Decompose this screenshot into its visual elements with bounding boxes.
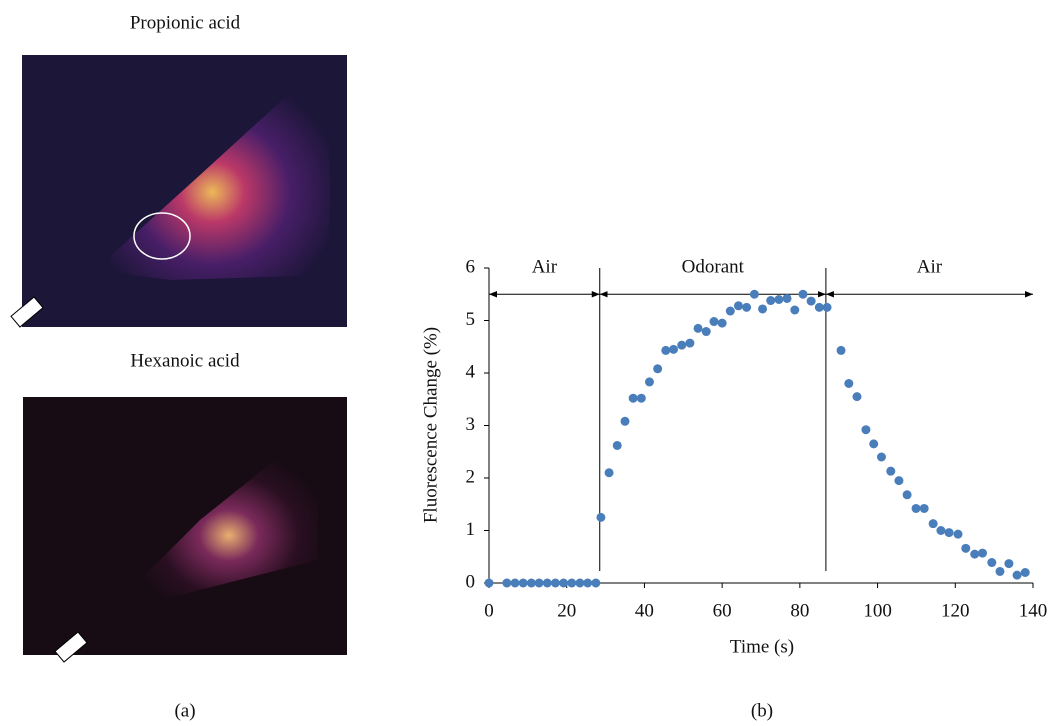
y-tick-label: 5 xyxy=(466,309,476,330)
point xyxy=(661,345,671,355)
point xyxy=(484,578,494,588)
region-label: Air xyxy=(917,256,943,277)
point xyxy=(709,317,719,327)
point xyxy=(620,416,630,426)
point xyxy=(844,379,854,388)
image-hexanoic xyxy=(23,397,347,663)
point xyxy=(886,466,896,476)
x-tick-label: 100 xyxy=(863,600,892,621)
caption: (b) xyxy=(751,700,773,721)
point xyxy=(944,528,954,538)
y-tick-label: 0 xyxy=(466,571,476,592)
point xyxy=(685,338,695,348)
point xyxy=(567,578,577,588)
image-label: Hexanoic acid xyxy=(130,350,240,371)
x-tick-label: 120 xyxy=(941,600,970,621)
region-label: Air xyxy=(532,256,558,277)
point xyxy=(749,289,759,299)
point xyxy=(717,318,727,328)
point xyxy=(766,296,776,306)
y-tick-label: 1 xyxy=(466,519,476,540)
point xyxy=(1012,570,1022,580)
y-tick-label: 3 xyxy=(466,414,476,435)
point xyxy=(596,512,606,522)
point xyxy=(701,327,711,337)
point xyxy=(928,519,938,529)
y-axis-title: Fluorescence Change (%) xyxy=(420,327,441,523)
point xyxy=(1004,559,1014,569)
point xyxy=(733,301,743,311)
caption: (a) xyxy=(174,700,195,721)
point xyxy=(774,295,784,304)
point xyxy=(636,393,646,403)
point xyxy=(677,340,687,350)
point xyxy=(782,293,792,303)
point xyxy=(936,526,946,535)
point xyxy=(550,578,560,588)
point xyxy=(836,345,846,355)
y-tick-label: 6 xyxy=(466,256,476,277)
x-tick-label: 60 xyxy=(713,600,732,621)
point xyxy=(790,305,800,315)
point xyxy=(591,578,601,588)
y-tick-label: 4 xyxy=(466,361,476,382)
point xyxy=(510,578,520,588)
point xyxy=(725,306,735,316)
point xyxy=(653,364,663,374)
point xyxy=(534,578,544,588)
image-propionic xyxy=(10,55,347,328)
y-tick-label: 2 xyxy=(466,466,476,487)
point xyxy=(861,425,871,435)
point xyxy=(693,323,703,333)
x-tick-label: 140 xyxy=(1019,600,1048,621)
point xyxy=(798,289,808,299)
point xyxy=(628,393,638,403)
point xyxy=(852,392,862,402)
point xyxy=(669,344,679,354)
point xyxy=(758,304,768,314)
point xyxy=(518,578,528,588)
point xyxy=(822,302,832,312)
point xyxy=(583,578,593,588)
point xyxy=(559,578,569,588)
point xyxy=(742,302,752,312)
point xyxy=(526,578,536,588)
point xyxy=(961,543,971,553)
point xyxy=(970,549,980,559)
point xyxy=(911,503,921,513)
point xyxy=(644,377,654,387)
x-axis-title: Time (s) xyxy=(730,636,794,657)
point xyxy=(814,302,824,312)
point xyxy=(995,566,1005,576)
point xyxy=(987,558,997,568)
point xyxy=(977,548,987,558)
point xyxy=(919,503,929,513)
point xyxy=(575,578,585,588)
x-tick-label: 0 xyxy=(484,600,494,621)
point xyxy=(894,476,904,486)
point xyxy=(612,440,622,450)
point xyxy=(869,439,879,449)
point xyxy=(806,296,816,306)
x-tick-label: 40 xyxy=(635,600,654,621)
point xyxy=(1020,568,1030,577)
point xyxy=(876,452,886,462)
image-label: Propionic acid xyxy=(130,12,241,33)
x-tick-label: 80 xyxy=(790,600,809,621)
region-label: Odorant xyxy=(682,256,745,277)
point xyxy=(604,468,614,478)
point xyxy=(542,578,552,588)
point xyxy=(902,490,912,500)
point xyxy=(502,578,512,588)
x-tick-label: 20 xyxy=(557,600,576,621)
point xyxy=(953,529,963,539)
